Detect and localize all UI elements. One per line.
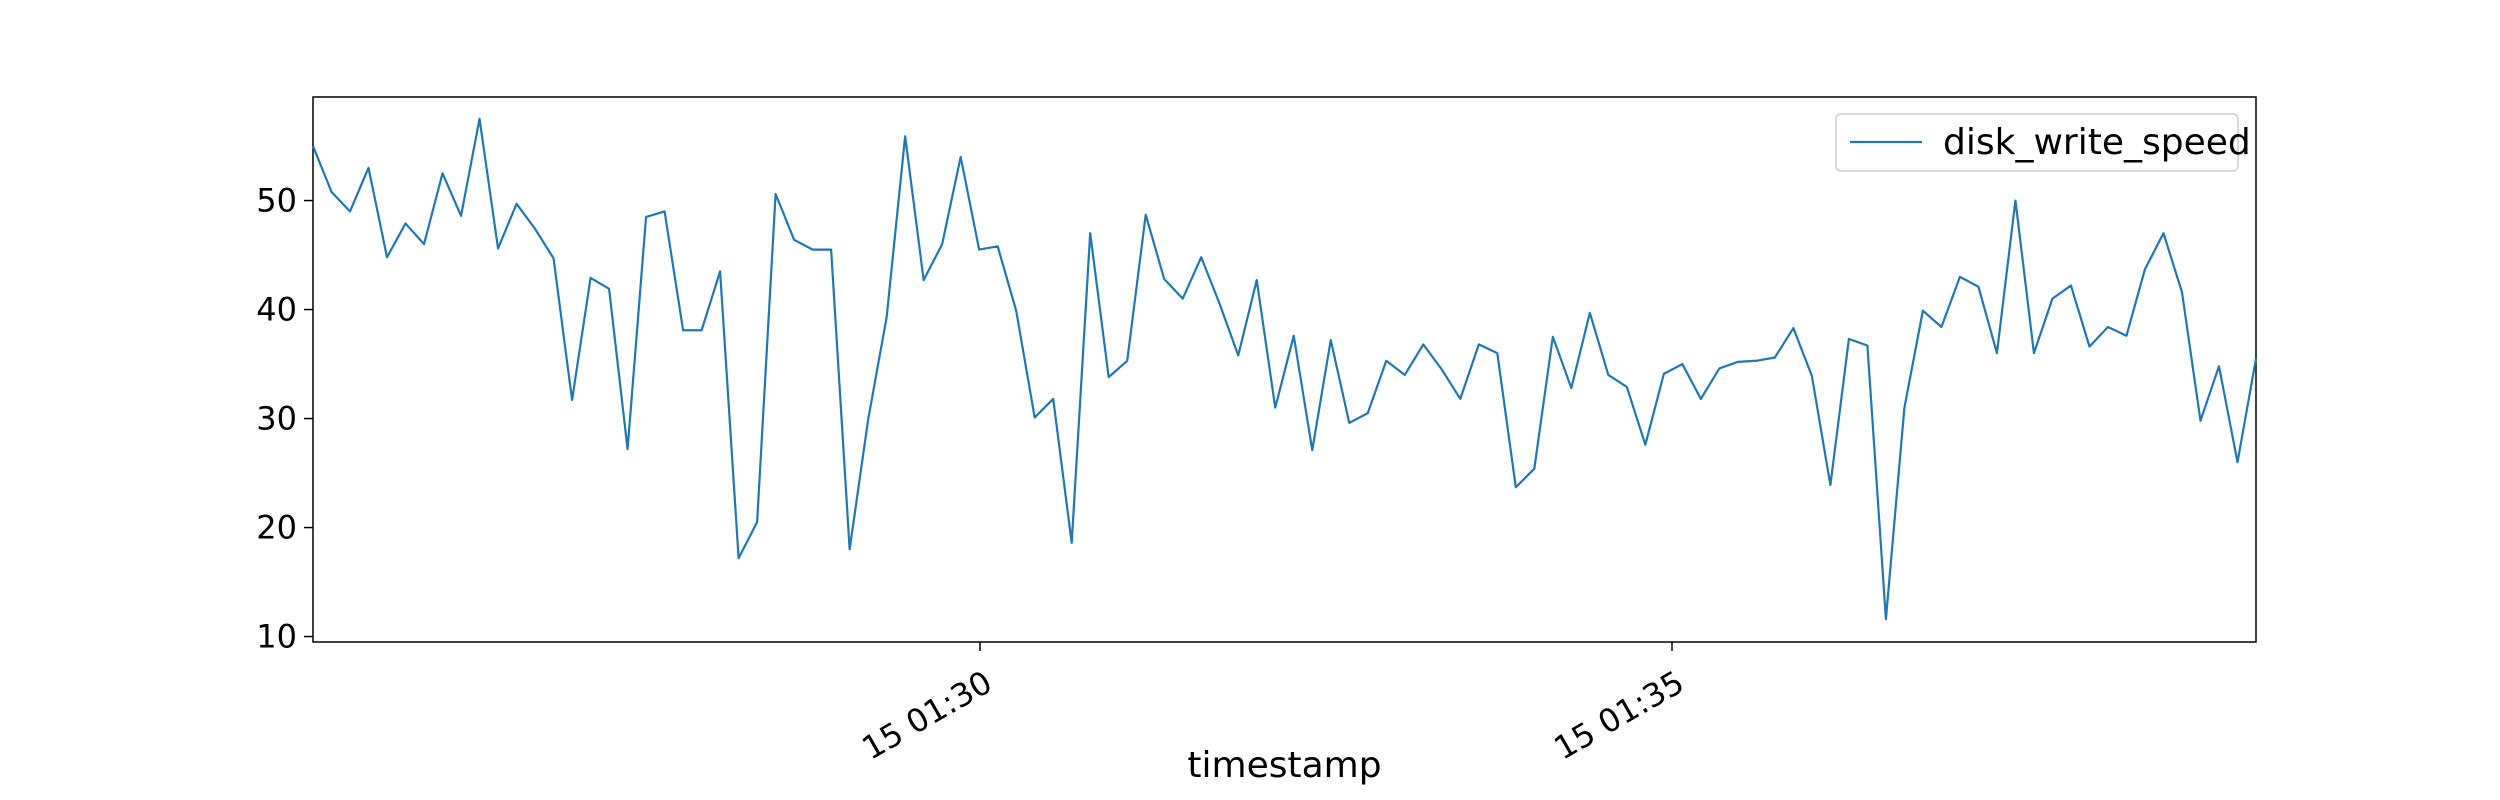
plot-area — [311, 96, 2258, 643]
series-line-disk-write-speed — [311, 117, 2258, 621]
x-tick-label: 15 01:35 — [1547, 663, 1690, 767]
x-tick-label: 15 01:30 — [855, 663, 998, 767]
y-axis: 10 20 30 40 50 — [256, 182, 313, 656]
y-tick-label: 20 — [256, 509, 297, 547]
x-axis-label: timestamp — [1187, 745, 1381, 786]
y-tick-label: 10 — [256, 618, 297, 656]
legend: disk_write_speed — [1835, 113, 2251, 172]
y-tick-label: 50 — [256, 182, 297, 220]
y-tick-label: 40 — [256, 291, 297, 329]
legend-label: disk_write_speed — [1943, 122, 2251, 163]
y-tick-label: 30 — [256, 400, 297, 438]
plot-frame — [312, 96, 2257, 643]
legend-box — [1835, 113, 2239, 172]
